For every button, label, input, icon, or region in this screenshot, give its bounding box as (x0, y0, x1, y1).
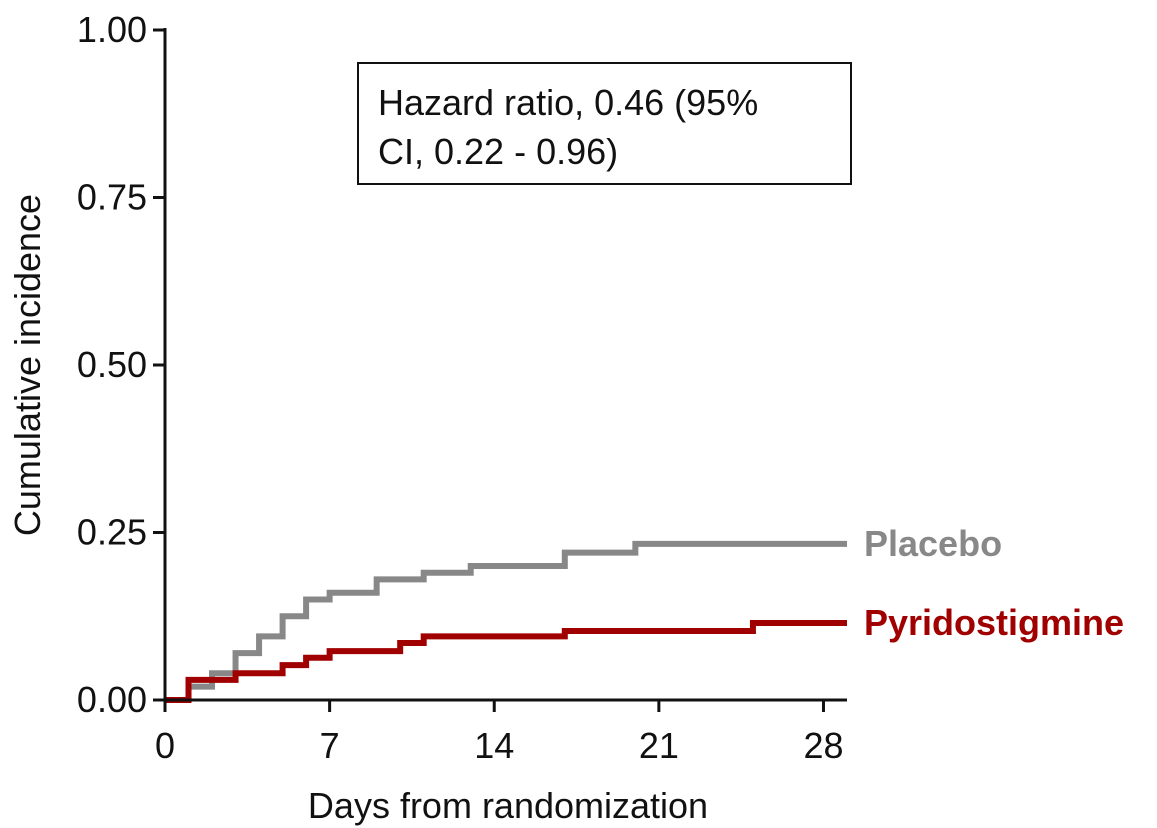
x-tick-label: 14 (474, 725, 514, 766)
y-tick-label: 0.50 (77, 344, 147, 385)
x-tick-label: 28 (803, 725, 843, 766)
annotation-line-2: CI, 0.22 - 0.96) (378, 131, 618, 172)
hazard-ratio-annotation: Hazard ratio, 0.46 (95% CI, 0.22 - 0.96) (357, 62, 852, 185)
series-line-placebo (165, 540, 847, 703)
annotation-box (357, 62, 852, 185)
y-tick-label: 0.25 (77, 512, 147, 553)
y-tick-label: 1.00 (77, 9, 147, 50)
x-tick-label: 21 (639, 725, 679, 766)
y-tick-label: 0.75 (77, 177, 147, 218)
y-tick-label: 0.00 (77, 679, 147, 720)
series-line-pyridostigmine (165, 619, 847, 703)
annotation-line-1: Hazard ratio, 0.46 (95% (378, 82, 758, 123)
series-label-placebo: Placebo (864, 523, 1002, 564)
plot-area: Placebo Pyridostigmine 0.00 0.25 0.50 0.75 1.0… (77, 9, 1124, 766)
x-tick-label: 7 (320, 725, 340, 766)
series-label-pyridostigmine: Pyridostigmine (864, 602, 1124, 643)
y-axis-title: Cumulative incidence (7, 194, 48, 536)
x-tick-label: 0 (155, 725, 175, 766)
x-axis-title: Days from randomization (308, 785, 708, 826)
